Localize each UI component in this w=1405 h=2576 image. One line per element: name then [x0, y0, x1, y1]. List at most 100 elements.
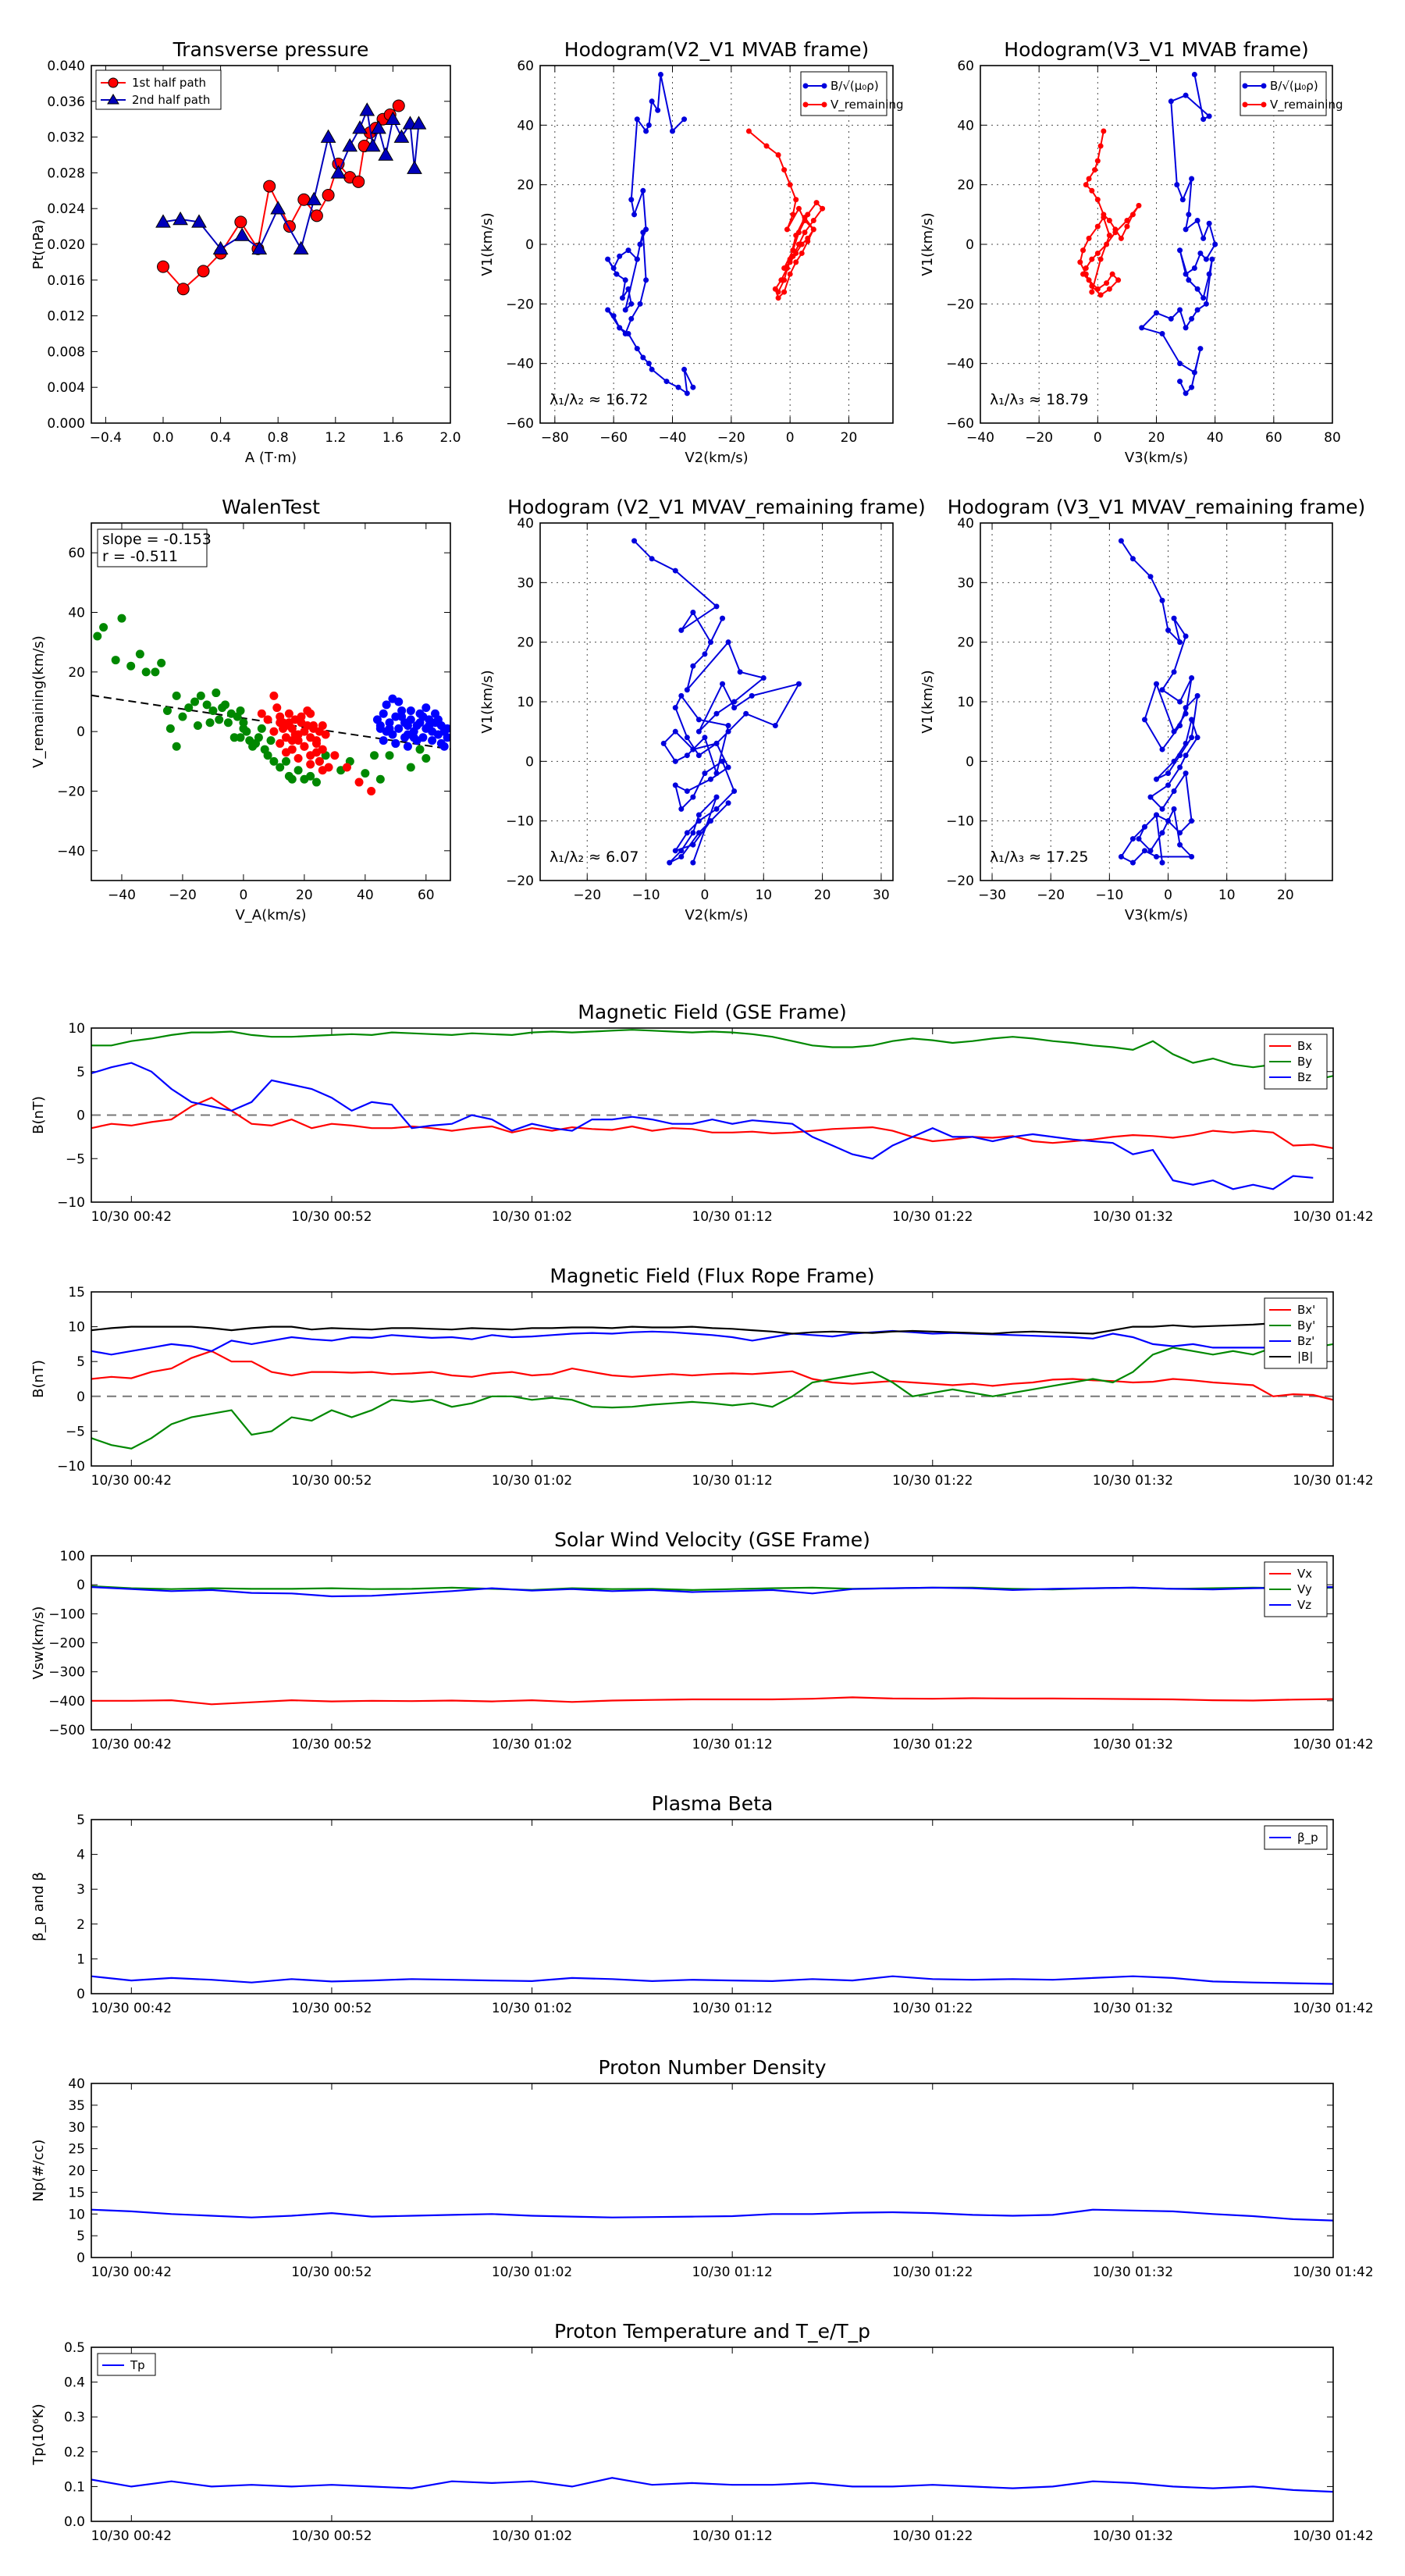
data-point [157, 658, 166, 667]
data-point [690, 663, 696, 669]
data-point [422, 754, 431, 763]
data-point [684, 830, 690, 836]
data-point [394, 724, 404, 733]
data-point [787, 182, 793, 188]
series-line-2 [91, 1062, 1314, 1190]
data-point [1183, 633, 1189, 639]
data-point [309, 721, 318, 731]
y-tick-label: 60 [68, 546, 85, 561]
data-point [1159, 597, 1165, 603]
data-point [418, 712, 428, 721]
data-point [684, 735, 690, 741]
data-point [637, 301, 643, 307]
y-tick-label: 0.040 [47, 59, 85, 74]
data-point [713, 794, 720, 800]
data-point [625, 331, 631, 336]
data-point [720, 758, 726, 764]
data-point [212, 688, 221, 698]
data-point [1200, 295, 1207, 301]
data-point [141, 667, 151, 677]
x-tick-label: 10/30 01:32 [1093, 2001, 1173, 2016]
data-point [342, 138, 358, 152]
y-tick-label: 0 [966, 754, 974, 770]
data-point [672, 782, 678, 788]
data-point [375, 724, 385, 733]
chart-title: WalenTest [222, 496, 320, 518]
data-point [1189, 853, 1195, 859]
plot-frame [91, 2347, 1334, 2522]
data-point [234, 227, 251, 241]
x-axis-label: V3(km/s) [1125, 907, 1188, 923]
data-point [117, 614, 126, 623]
data-point [165, 724, 175, 733]
data-point [731, 788, 738, 794]
y-tick-label: 10 [957, 695, 974, 710]
data-point [695, 830, 702, 836]
data-point [212, 240, 229, 254]
data-point [1183, 753, 1189, 759]
y-tick-label: 0 [76, 1389, 85, 1405]
data-point [287, 774, 297, 784]
x-tick-label: 10/30 01:42 [1293, 1209, 1373, 1225]
data-point [318, 721, 327, 731]
x-tick-label: 10/30 01:02 [492, 1737, 572, 1752]
data-point [1191, 71, 1197, 77]
legend-box [1240, 71, 1327, 116]
data-point [1139, 325, 1145, 331]
data-point [443, 724, 450, 733]
data-point [385, 751, 394, 760]
plot-area [91, 1975, 1333, 1985]
data-point [1154, 812, 1159, 818]
data-point [1124, 217, 1130, 223]
data-point [1206, 113, 1212, 119]
data-point [407, 160, 422, 174]
data-point [1106, 233, 1112, 239]
y-tick-label: −500 [48, 1723, 85, 1738]
x-tick-label: 10/30 01:22 [892, 1737, 973, 1752]
data-point [690, 746, 696, 753]
x-tick-label: 30 [873, 888, 890, 903]
data-point [1186, 277, 1192, 283]
data-point [725, 728, 731, 735]
legend-marker [1242, 101, 1248, 108]
y-tick-label: 0 [76, 1578, 85, 1593]
y-axis-label: B(nT) [30, 1096, 47, 1134]
x-tick-label: 10 [755, 888, 772, 903]
plot-area [605, 71, 826, 397]
y-tick-label: 4 [76, 1848, 85, 1863]
legend-marker [108, 77, 119, 88]
data-point [675, 384, 681, 390]
data-point [422, 703, 431, 713]
y-axis-label: β_p and β [30, 1872, 47, 1941]
y-tick-label: 15 [68, 2185, 85, 2201]
data-point [322, 189, 335, 202]
data-point [795, 681, 802, 687]
data-point [1189, 674, 1195, 681]
x-tick-label: 10/30 00:42 [91, 1209, 172, 1225]
data-point [690, 859, 696, 866]
y-tick-label: 30 [517, 575, 534, 591]
data-point [403, 721, 412, 731]
data-point [306, 760, 315, 769]
data-point [1183, 325, 1189, 331]
plot-area [155, 99, 427, 296]
data-point [391, 712, 400, 721]
y-axis-label: Tp(10⁶K) [30, 2403, 47, 2465]
data-point [196, 691, 205, 700]
data-point [793, 233, 799, 239]
data-point [640, 187, 646, 194]
data-point [657, 71, 663, 77]
data-point [276, 763, 285, 772]
data-point [315, 756, 324, 766]
legend-box [1264, 1297, 1328, 1369]
data-point [790, 212, 796, 218]
y-tick-label: 20 [68, 2164, 85, 2179]
data-point [646, 361, 652, 367]
data-point [269, 691, 279, 700]
data-point [236, 706, 245, 715]
data-point [293, 240, 309, 254]
data-point [1159, 746, 1165, 753]
y-tick-label: 40 [517, 516, 534, 532]
x-tick-label: 80 [1324, 430, 1341, 446]
